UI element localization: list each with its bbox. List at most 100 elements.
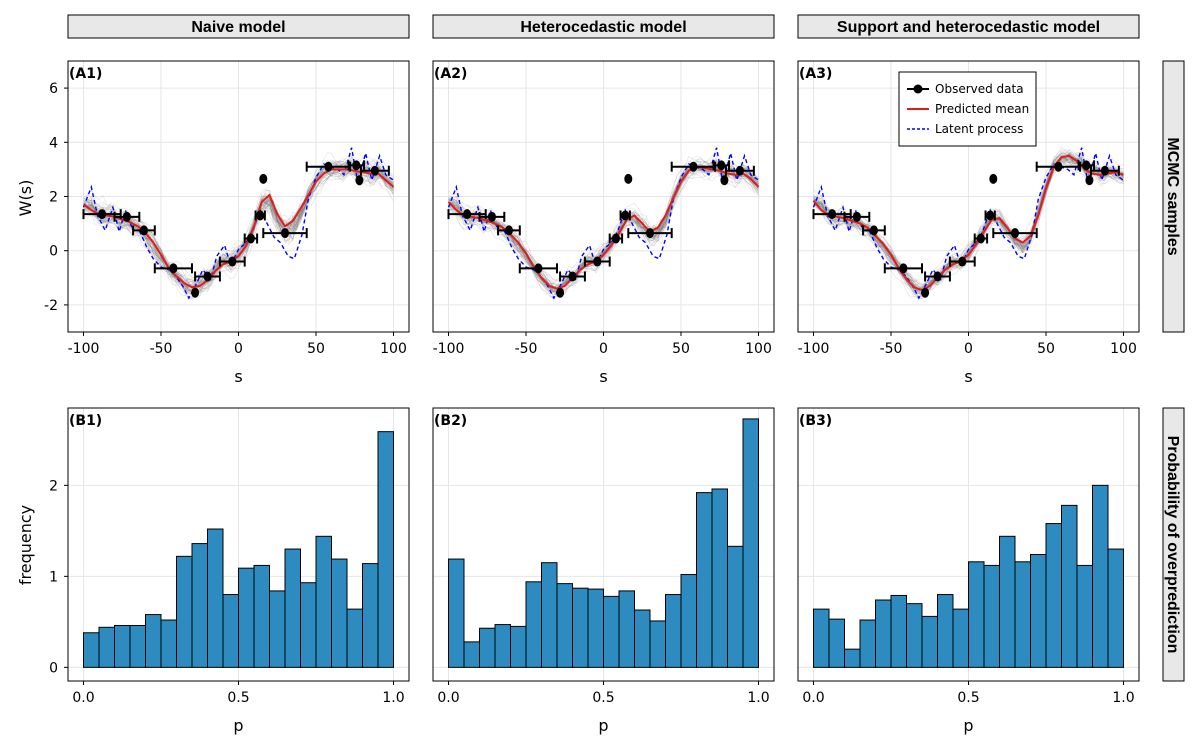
x-tick-label: 0.0 bbox=[72, 690, 94, 706]
column-strip bbox=[432, 14, 775, 39]
x-tick-label: 0.5 bbox=[957, 690, 979, 706]
histogram-panel: 0.0 0.5 1.0 p (B3) bbox=[797, 407, 1140, 735]
histogram-bar bbox=[83, 632, 100, 668]
x-tick-label: -100 bbox=[798, 341, 830, 357]
x-axis-label: p bbox=[963, 716, 973, 735]
x-axis-label: p bbox=[233, 716, 243, 735]
histogram-bar bbox=[494, 624, 511, 668]
observed-point bbox=[1085, 175, 1094, 186]
x-tick-label: 50 bbox=[307, 341, 325, 357]
observed-point bbox=[556, 287, 565, 298]
observed-point bbox=[1011, 228, 1019, 239]
observed-point bbox=[352, 160, 361, 171]
mcmc-sample-line bbox=[83, 162, 394, 294]
panel-content bbox=[812, 147, 1124, 300]
mcmc-sample-line bbox=[813, 156, 1124, 289]
observed-point bbox=[370, 165, 379, 176]
x-tick-label: -100 bbox=[433, 341, 465, 357]
histogram-bar bbox=[331, 558, 348, 668]
mcmc-sample-line bbox=[448, 165, 759, 292]
histogram-bar bbox=[145, 614, 162, 668]
mcmc-sample-line bbox=[813, 151, 1124, 289]
mcmc-sample-line bbox=[813, 158, 1124, 293]
observed-point bbox=[463, 209, 472, 220]
histogram-bar bbox=[525, 581, 542, 668]
observed-point bbox=[958, 256, 967, 267]
predicted-mean-line bbox=[812, 154, 1124, 292]
mcmc-sample-line bbox=[813, 148, 1124, 293]
legend-label: Latent process bbox=[935, 122, 1023, 136]
histogram-panel: 0.0 0.5 1.0 p (B2) bbox=[432, 407, 775, 735]
observed-point bbox=[259, 173, 268, 184]
mcmc-sample-line bbox=[448, 151, 759, 284]
observed-point bbox=[624, 173, 633, 184]
x-axis-label: p bbox=[598, 716, 608, 735]
mcmc-sample-line bbox=[813, 157, 1124, 291]
histogram-bar bbox=[727, 545, 744, 668]
mcmc-panel: -100 -50 0 50 100 s (A2) bbox=[432, 60, 775, 386]
observed-point bbox=[504, 225, 513, 236]
histogram-bar bbox=[1030, 554, 1047, 668]
x-tick-label: -100 bbox=[68, 341, 100, 357]
histogram-bar bbox=[618, 590, 635, 668]
histogram-bar bbox=[828, 618, 845, 668]
observed-point bbox=[355, 175, 364, 186]
histogram-bar bbox=[448, 558, 465, 668]
mcmc-sample-line bbox=[448, 159, 759, 295]
mcmc-panel: -100 -50 0 50 100 s -2 0 2 4 6 (A1) bbox=[44, 60, 410, 386]
y-tick-label: 1 bbox=[49, 569, 58, 585]
column-strip-label: Support and heterocedastic model bbox=[837, 19, 1100, 36]
histogram-bar bbox=[207, 528, 224, 668]
histogram-bar bbox=[813, 608, 830, 668]
bottom-ylabel: frequency bbox=[16, 505, 35, 585]
observed-point bbox=[611, 233, 620, 244]
y-tick-label: 4 bbox=[49, 135, 58, 151]
histogram-bar bbox=[1014, 561, 1031, 668]
panel-tag: (B3) bbox=[799, 413, 832, 429]
top-ylabel: W(s) bbox=[16, 180, 35, 217]
mcmc-sample-line bbox=[813, 151, 1124, 288]
observed-point bbox=[989, 173, 998, 184]
histogram-bar bbox=[921, 615, 938, 668]
observed-point bbox=[1054, 161, 1063, 172]
histogram-bar bbox=[191, 543, 208, 668]
mcmc-sample-line bbox=[813, 151, 1124, 291]
histogram-bar bbox=[1061, 504, 1078, 668]
observed-point bbox=[203, 271, 212, 282]
observed-point bbox=[281, 228, 289, 239]
x-tick-label: 0.0 bbox=[437, 690, 459, 706]
histogram-bar bbox=[859, 619, 876, 668]
column-strip-label: Naive model bbox=[191, 19, 285, 36]
x-tick-label: 100 bbox=[745, 341, 772, 357]
histogram-bar bbox=[649, 620, 666, 668]
predicted-mean-line bbox=[82, 168, 395, 289]
x-axis-label: s bbox=[964, 367, 972, 386]
y-tick-label: -2 bbox=[44, 298, 58, 314]
panel-tag: (A3) bbox=[799, 66, 832, 82]
y-tick-label: 2 bbox=[49, 190, 58, 206]
panel-content bbox=[82, 147, 395, 301]
observed-point bbox=[568, 271, 577, 282]
panel-tag: (B2) bbox=[434, 413, 467, 429]
histogram-bar bbox=[1076, 564, 1093, 668]
observed-point bbox=[1082, 160, 1091, 171]
observed-point bbox=[899, 263, 908, 274]
histogram-bar bbox=[346, 608, 363, 668]
mcmc-sample-line bbox=[83, 158, 394, 286]
histogram-bar bbox=[129, 624, 146, 668]
x-tick-label: 0.5 bbox=[227, 690, 249, 706]
x-tick-label: 0 bbox=[599, 341, 608, 357]
histogram-bar bbox=[238, 567, 255, 668]
mcmc-sample-line bbox=[448, 156, 759, 300]
mcmc-sample-line bbox=[83, 160, 394, 293]
panel-tag: (B1) bbox=[69, 413, 102, 429]
histogram-bar bbox=[587, 588, 604, 668]
mcmc-sample-line bbox=[448, 161, 759, 299]
mcmc-sample-line bbox=[83, 162, 394, 294]
histogram-bar bbox=[711, 488, 728, 668]
histogram-bar bbox=[541, 562, 558, 668]
column-strip-label: Heterocedastic model bbox=[520, 19, 686, 36]
mcmc-sample-line bbox=[448, 161, 759, 291]
mcmc-sample-line bbox=[83, 161, 394, 291]
